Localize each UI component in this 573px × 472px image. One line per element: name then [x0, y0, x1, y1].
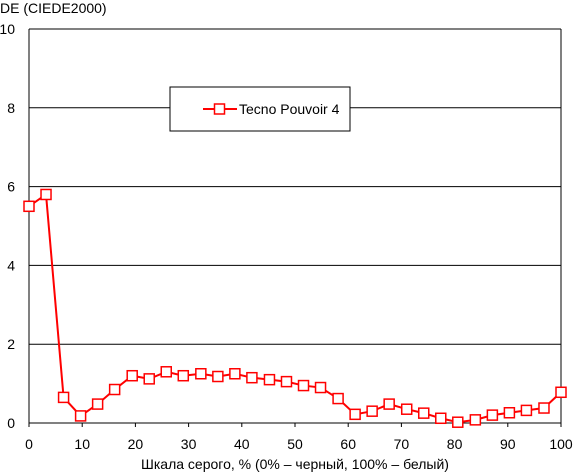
data-point: [74, 410, 87, 422]
y-tick-label: 2: [7, 336, 15, 352]
data-point: [452, 416, 464, 428]
x-tick-label: 10: [74, 436, 90, 452]
data-point: [383, 398, 395, 410]
data-point: [57, 391, 70, 404]
legend: Tecno Pouvoir 4: [169, 86, 351, 132]
plot-area: [23, 188, 567, 428]
y-axis-label: DE (CIEDE2000): [0, 0, 107, 16]
data-point: [160, 366, 173, 378]
x-tick-label: 30: [181, 436, 197, 452]
data-point: [23, 200, 35, 213]
data-point: [126, 369, 138, 382]
y-tick-label: 10: [0, 21, 15, 37]
data-point: [366, 405, 378, 417]
y-tick-label: 6: [7, 179, 15, 195]
data-point: [40, 188, 52, 201]
y-tick-label: 0: [7, 415, 15, 431]
data-point: [229, 368, 241, 380]
series-line: [28, 192, 562, 424]
data-point: [503, 407, 516, 419]
data-point: [212, 370, 224, 383]
y-tick-label: 8: [7, 100, 15, 116]
x-tick-label: 50: [287, 436, 303, 452]
x-tick-label: 0: [25, 436, 33, 452]
data-point: [469, 414, 482, 426]
data-point: [91, 398, 104, 410]
x-tick-label: 100: [549, 436, 573, 452]
x-tick-label: 70: [394, 436, 410, 452]
x-tick-label: 20: [128, 436, 144, 452]
data-point: [555, 386, 567, 399]
data-point: [177, 369, 190, 382]
data-point: [486, 409, 499, 421]
data-point: [263, 373, 276, 386]
data-point: [314, 381, 327, 394]
x-tick-label: 40: [234, 436, 250, 452]
data-point: [297, 379, 310, 392]
data-point: [349, 408, 361, 421]
data-point: [417, 407, 430, 419]
x-tick-label: 80: [447, 436, 463, 452]
data-point: [246, 371, 258, 384]
data-point: [538, 402, 550, 414]
data-point: [143, 373, 155, 385]
data-point: [108, 383, 121, 396]
data-point: [195, 368, 207, 380]
data-point: [332, 392, 344, 405]
legend-label: Tecno Pouvoir 4: [239, 101, 340, 117]
y-tick-label: 4: [7, 257, 15, 273]
data-point: [280, 375, 293, 388]
x-tick-label: 90: [500, 436, 516, 452]
data-point: [435, 412, 447, 425]
legend-box: [169, 86, 351, 132]
x-tick-label: 60: [340, 436, 356, 452]
legend-marker: [213, 103, 226, 115]
data-point: [400, 403, 413, 415]
data-point: [520, 404, 533, 417]
grid-lines: [29, 28, 561, 345]
x-axis-label: Шкала серого, % (0% – черный, 100% – бел…: [141, 456, 449, 472]
